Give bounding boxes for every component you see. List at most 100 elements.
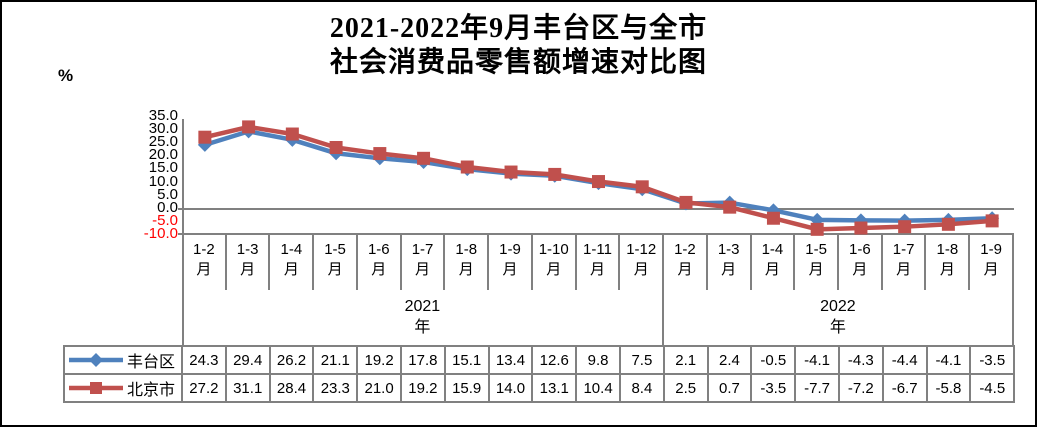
table-cell: 15.9	[446, 375, 490, 401]
x-axis-category-label: 1-12 月	[620, 235, 665, 290]
x-axis-category-label-line1: 1-4	[280, 241, 303, 258]
y-axis-tick-label: 20.0	[148, 146, 178, 164]
x-axis-year-group-row: 2021 年 2022 年	[183, 290, 1014, 345]
table-cell: 29.4	[227, 347, 271, 373]
x-axis-category-label-line1: 1-9	[499, 241, 521, 258]
x-axis-category-label-line1: 1-5	[805, 241, 827, 258]
year-label: 2022	[820, 298, 856, 315]
x-axis-category-label-line2: 月	[415, 261, 431, 278]
x-axis-category-label-line2: 月	[983, 261, 999, 278]
table-cell: 27.2	[183, 375, 227, 401]
series-marker-北京市	[285, 127, 299, 141]
table-cell: 15.1	[446, 347, 490, 373]
y-axis-tick-label: 15.0	[148, 159, 178, 177]
table-cell: 12.6	[533, 347, 578, 373]
x-axis-category-label-line2: 月	[327, 261, 343, 278]
series-marker-丰台区	[329, 146, 344, 161]
x-axis-category-label-line2: 月	[939, 261, 955, 278]
x-axis-category-label-line1: 1-2	[674, 241, 696, 258]
x-axis-category-label-line1: 1-11	[583, 241, 612, 258]
table-cell: -0.5	[752, 347, 797, 373]
series-marker-北京市	[985, 214, 999, 228]
table-cell: 13.1	[533, 375, 578, 401]
x-axis-category-label-line1: 1-7	[892, 241, 915, 258]
table-cell: 26.2	[271, 347, 315, 373]
table-cell: 8.4	[621, 375, 665, 401]
x-axis-category-label-line2: 月	[196, 261, 212, 278]
chart-title: 2021-2022年9月丰台区与全市 社会消费品零售额增速对比图	[2, 12, 1035, 80]
x-axis-category-row: 1-2 月 1-3 月 1-4 月 1-5 月 1-6 月 1-7 月 1-8 月 1-9 月 1-10 月 1-1…	[183, 235, 1014, 290]
x-axis-category-label: 1-6 月	[839, 235, 883, 290]
x-axis-category-label-line1: 1-8	[455, 241, 478, 258]
x-axis-category-label-line2: 月	[852, 261, 868, 278]
legend-cell-北京市: 北京市	[65, 375, 183, 401]
x-axis-category-label-line2: 月	[896, 261, 912, 278]
series-marker-北京市	[679, 195, 693, 209]
x-axis-category-label: 1-2 月	[183, 235, 227, 290]
table-cell: 19.2	[402, 375, 446, 401]
x-axis-category-label: 1-3 月	[708, 235, 752, 290]
year-suffix-label: 年	[829, 319, 846, 336]
x-axis-category-label-line2: 月	[502, 261, 518, 278]
series-marker-丰台区	[547, 168, 562, 183]
table-cell: 9.8	[577, 347, 621, 373]
table-cell: -4.5	[979, 379, 1006, 397]
x-axis-category-label-line1: 1-4	[761, 241, 784, 258]
year-label: 2021	[404, 298, 441, 315]
table-cell: 2.4	[709, 347, 753, 373]
series-marker-北京市	[548, 167, 562, 181]
y-axis-tick-labels: 35.0 30.0 25.0 20.0 15.0 10.0 5.0 0.0 -5.0 -10.0	[2, 2, 178, 425]
x-axis-category-label-line1: 1-3	[717, 241, 740, 258]
y-axis-tick-label: 35.0	[148, 106, 178, 124]
table-cell: 13.4	[490, 347, 534, 373]
table-cell: -7.2	[840, 375, 884, 401]
series-marker-丰台区	[285, 132, 300, 147]
year-suffix-label: 年	[414, 319, 431, 336]
x-axis-category-label-line1: 1-12	[626, 241, 657, 258]
table-cell: 10.4	[577, 375, 621, 401]
y-axis-unit-label: %	[58, 66, 74, 85]
table-cell: -5.8	[928, 375, 972, 401]
x-axis-category-label: 1-6 月	[358, 235, 402, 290]
x-axis-category-label: 1-8 月	[926, 235, 971, 290]
table-cell: 31.1	[227, 375, 271, 401]
table-cell: -4.1	[796, 347, 840, 373]
series-marker-北京市	[417, 151, 431, 165]
y-axis-tick-label: -10.0	[143, 225, 178, 243]
x-axis-category-label-line2: 月	[589, 261, 605, 278]
x-axis-category-label: 1-4 月	[752, 235, 796, 290]
x-axis-category-label: 1-9 月	[489, 235, 533, 290]
table-cell: -3.5	[979, 351, 1006, 369]
x-axis-category-label-line1: 1-8	[936, 241, 959, 258]
x-axis-category-label-line1: 1-7	[411, 241, 434, 258]
x-axis-category-label: 1-5 月	[314, 235, 358, 290]
x-axis-category-label: 1-4 月	[270, 235, 315, 290]
series-marker-北京市	[898, 220, 912, 234]
table-cell: 19.2	[358, 347, 402, 373]
series-marker-丰台区	[504, 166, 519, 181]
table-cell: 0.7	[709, 375, 753, 401]
table-cell: -4.3	[840, 347, 884, 373]
legend-key-square-icon	[69, 382, 123, 394]
table-cell: 2.1	[665, 347, 709, 373]
x-axis-category-label: 1-2 月	[664, 235, 708, 290]
x-axis-category-label-line2: 月	[721, 261, 737, 278]
series-marker-丰台区	[635, 182, 650, 197]
table-cell: -4.1	[928, 347, 972, 373]
table-cell: 28.4	[271, 375, 315, 401]
series-marker-丰台区	[941, 212, 956, 227]
x-axis-category-label: 1-9 月	[970, 235, 1014, 290]
series-marker-丰台区	[766, 203, 781, 218]
series-marker-北京市	[373, 147, 387, 161]
table-cell: 23.3	[314, 375, 359, 401]
x-axis-category-label-line1: 1-9	[980, 241, 1002, 258]
y-axis-tick-label: 25.0	[148, 133, 178, 150]
x-axis-category-label-line2: 月	[283, 261, 299, 278]
data-table: 丰台区 24.3 29.4 26.2 21.1 19.2 17.8 15.1 13.4 12.6 9…	[63, 345, 1015, 403]
x-axis-category-label: 1-10 月	[533, 235, 577, 290]
legend-cell-丰台区: 丰台区	[65, 347, 183, 373]
x-axis-category-label-line1: 1-3	[236, 241, 259, 258]
y-axis-tick-label: 0.0	[157, 199, 178, 216]
x-axis-category-label: 1-5 月	[795, 235, 840, 290]
